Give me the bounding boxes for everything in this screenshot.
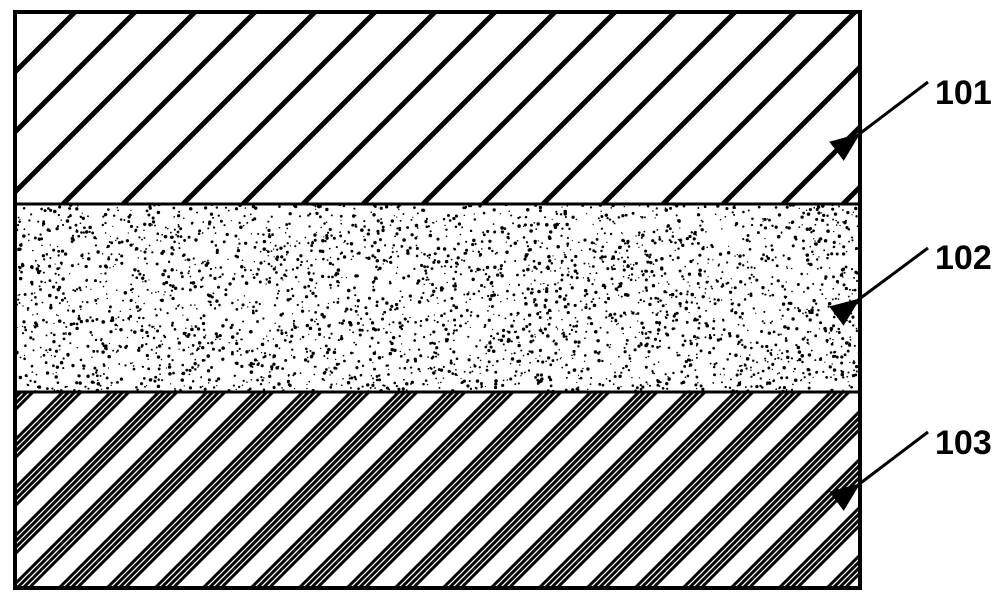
label-102: 102 bbox=[935, 239, 992, 277]
label-101: 101 bbox=[935, 74, 992, 112]
diagram-container: 101 102 103 bbox=[0, 0, 1000, 596]
diagram-svg: 101 102 103 bbox=[0, 0, 1000, 596]
leader-101 bbox=[858, 82, 928, 135]
label-103: 103 bbox=[935, 424, 992, 462]
leader-102 bbox=[858, 248, 928, 300]
layer-101-bg bbox=[15, 12, 860, 204]
leader-103 bbox=[858, 432, 928, 485]
